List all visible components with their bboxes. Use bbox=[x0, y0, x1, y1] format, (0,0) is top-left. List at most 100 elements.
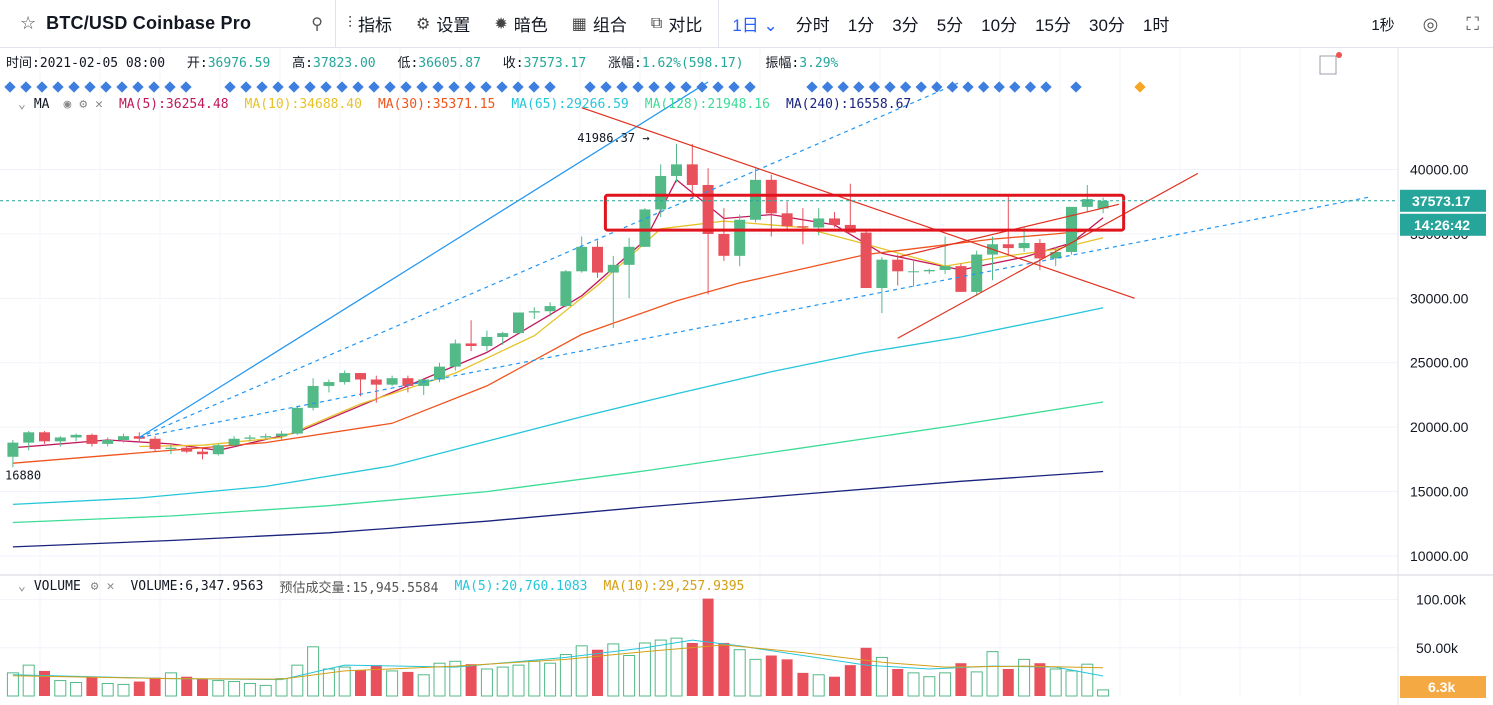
volume-bar-63 bbox=[1002, 669, 1014, 696]
candle-body-36 bbox=[576, 246, 588, 272]
candle-body-14 bbox=[228, 438, 240, 446]
candle-body-38 bbox=[607, 264, 619, 273]
volume-bar-31 bbox=[496, 666, 509, 697]
volume-bar-25 bbox=[402, 671, 414, 696]
event-marker-5 bbox=[84, 81, 96, 93]
close-icon[interactable]: ✕ bbox=[95, 97, 103, 112]
volume-legend: ⌄ VOLUME ⚙ ✕ VOLUME:6,347.9563 预估成交量:15,… bbox=[18, 577, 760, 596]
gear-icon[interactable]: ⚙ bbox=[90, 579, 99, 594]
event-marker-20 bbox=[352, 81, 364, 93]
candle-body-0 bbox=[7, 442, 19, 457]
candle-body-35 bbox=[560, 271, 572, 307]
collapse-chevron-icon[interactable]: ⌄ bbox=[18, 579, 26, 594]
interval-2[interactable]: 1分 bbox=[847, 16, 875, 35]
interval-6[interactable]: 15分 bbox=[1035, 16, 1071, 35]
candle-body-37 bbox=[592, 246, 603, 273]
candle-body-45 bbox=[718, 233, 730, 256]
candle-body-41 bbox=[655, 175, 667, 210]
volume-bar-5 bbox=[86, 676, 98, 696]
volume-bar-68 bbox=[1081, 663, 1094, 697]
event-marker-55 bbox=[977, 81, 990, 93]
event-marker-21 bbox=[368, 81, 380, 93]
indicators-button[interactable]: ⫶ 指标 bbox=[336, 0, 404, 48]
candle-body-29 bbox=[465, 343, 477, 346]
candle-body-65 bbox=[1034, 242, 1046, 259]
ma-line-3 bbox=[12, 307, 1104, 506]
interval-8[interactable]: 1时 bbox=[1142, 16, 1170, 35]
settings-button[interactable]: ⚙ 设置 bbox=[404, 0, 482, 48]
volume-bar-17 bbox=[275, 678, 288, 697]
event-marker-41 bbox=[712, 81, 724, 93]
close-icon[interactable]: ✕ bbox=[106, 579, 115, 594]
event-marker-30 bbox=[512, 81, 524, 93]
ma-legend-label: MA bbox=[33, 97, 50, 112]
volume-bar-53 bbox=[844, 665, 856, 696]
interval-7[interactable]: 30分 bbox=[1089, 16, 1125, 35]
event-marker-34 bbox=[600, 81, 612, 93]
change-label: 涨幅: bbox=[608, 56, 642, 71]
candle-body-34 bbox=[544, 306, 556, 312]
gear-icon[interactable]: ⚙ bbox=[79, 97, 88, 112]
event-marker-56 bbox=[993, 81, 1005, 93]
candle-body-61 bbox=[971, 254, 983, 292]
candle-body-6 bbox=[102, 440, 114, 444]
volume-estimate: 预估成交量:15,945.5584 bbox=[279, 581, 439, 596]
collapse-chevron-icon[interactable]: ⌄ bbox=[18, 97, 26, 112]
volume-bar-15 bbox=[243, 682, 256, 697]
favorite-star-icon[interactable]: ☆ bbox=[20, 13, 37, 33]
volume-bar-13 bbox=[212, 680, 225, 697]
interval-1[interactable]: 分时 bbox=[795, 16, 830, 35]
candle-body-58 bbox=[923, 270, 935, 272]
event-marker-29 bbox=[496, 81, 508, 93]
theme-button[interactable]: ✹ 暗色 bbox=[482, 0, 559, 48]
candle-body-3 bbox=[54, 437, 66, 442]
event-marker-44 bbox=[806, 81, 818, 93]
refresh-rate[interactable]: 1秒 bbox=[1371, 16, 1395, 34]
volume-bar-29 bbox=[465, 664, 477, 696]
event-marker-53 bbox=[946, 81, 959, 93]
event-marker-58 bbox=[1024, 81, 1037, 93]
candle-body-39 bbox=[623, 246, 635, 265]
camera-icon[interactable]: ◎ bbox=[1422, 13, 1439, 34]
event-marker-7 bbox=[116, 81, 128, 93]
fullscreen-icon[interactable]: ⛶ bbox=[1466, 13, 1479, 34]
candle-body-4 bbox=[70, 434, 82, 438]
last-volume-badge bbox=[1400, 676, 1486, 698]
symbol-section: ☆ BTC/USD Coinbase Pro ⚲ bbox=[0, 0, 336, 48]
interval-0[interactable]: 1日 ⌄ bbox=[732, 16, 778, 35]
event-marker-15 bbox=[272, 81, 284, 93]
event-marker-8 bbox=[132, 81, 144, 93]
event-marker-11 bbox=[180, 81, 192, 93]
price-chart[interactable]: 10000.00 15000.00 20000.00 25000.00 30000.00… bbox=[0, 48, 1493, 705]
ma-legend-item-3: MA(65):29266.59 bbox=[511, 97, 629, 112]
volume-bar-48 bbox=[765, 655, 777, 696]
volume-bar-28 bbox=[449, 660, 462, 697]
highlight-rectangle bbox=[603, 193, 1126, 232]
low-label: 低: bbox=[397, 56, 419, 71]
candle-body-22 bbox=[355, 373, 366, 380]
candle-body-46 bbox=[734, 219, 746, 256]
close-label: 收: bbox=[502, 56, 524, 71]
compare-button[interactable]: ⧉ 对比 bbox=[639, 0, 714, 48]
group-button[interactable]: ▦ 组合 bbox=[560, 0, 639, 48]
candle-body-50 bbox=[797, 226, 809, 228]
event-marker-47 bbox=[853, 81, 865, 93]
interval-4[interactable]: 5分 bbox=[936, 16, 964, 35]
event-marker-54 bbox=[962, 81, 974, 93]
candle-body-19 bbox=[307, 385, 319, 408]
last-price-badge-text: 37573.17 bbox=[1412, 193, 1471, 209]
event-marker-32 bbox=[544, 81, 556, 93]
volume-bar-10 bbox=[164, 672, 177, 697]
symbol-title[interactable]: BTC/USD Coinbase Pro bbox=[46, 13, 252, 33]
volume-ma-line-1 bbox=[12, 644, 1104, 680]
interval-3[interactable]: 3分 bbox=[892, 16, 919, 35]
sun-icon: ✹ bbox=[494, 15, 508, 33]
interval-5[interactable]: 10分 bbox=[981, 16, 1018, 35]
candle-body-24 bbox=[386, 378, 398, 385]
ma-legend-item-5: MA(240):16558.67 bbox=[786, 97, 912, 112]
volume-bar-34 bbox=[544, 662, 557, 697]
event-marker-current bbox=[1134, 81, 1146, 93]
volume-bar-45 bbox=[718, 642, 730, 696]
eye-icon[interactable]: ◉ bbox=[63, 97, 72, 112]
search-icon[interactable]: ⚲ bbox=[311, 15, 323, 33]
